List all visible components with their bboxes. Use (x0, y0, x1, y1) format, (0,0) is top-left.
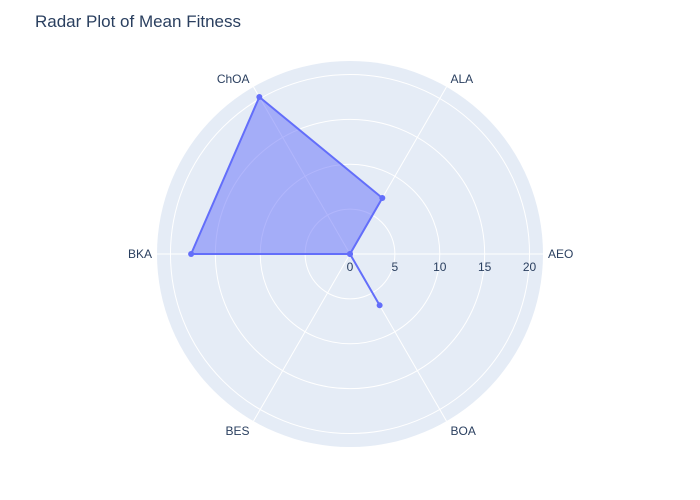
radial-tick-label: 10 (433, 260, 447, 274)
radial-tick-label: 20 (523, 260, 537, 274)
data-point (256, 93, 263, 100)
data-point (376, 302, 383, 309)
category-label: AEO (548, 247, 573, 261)
category-label: BKA (128, 247, 152, 261)
data-point (347, 251, 353, 257)
chart-title: Radar Plot of Mean Fitness (35, 12, 241, 31)
category-label: BOA (451, 424, 476, 438)
data-point (188, 251, 195, 257)
category-label: BES (225, 424, 249, 438)
data-point (379, 195, 386, 202)
radial-tick-label: 5 (392, 260, 399, 274)
grid-spoke (253, 253, 351, 422)
category-label: ChOA (217, 72, 250, 86)
radial-tick-label: 15 (478, 260, 492, 274)
category-label: ALA (451, 72, 474, 86)
radial-tick-label: 0 (347, 260, 354, 274)
